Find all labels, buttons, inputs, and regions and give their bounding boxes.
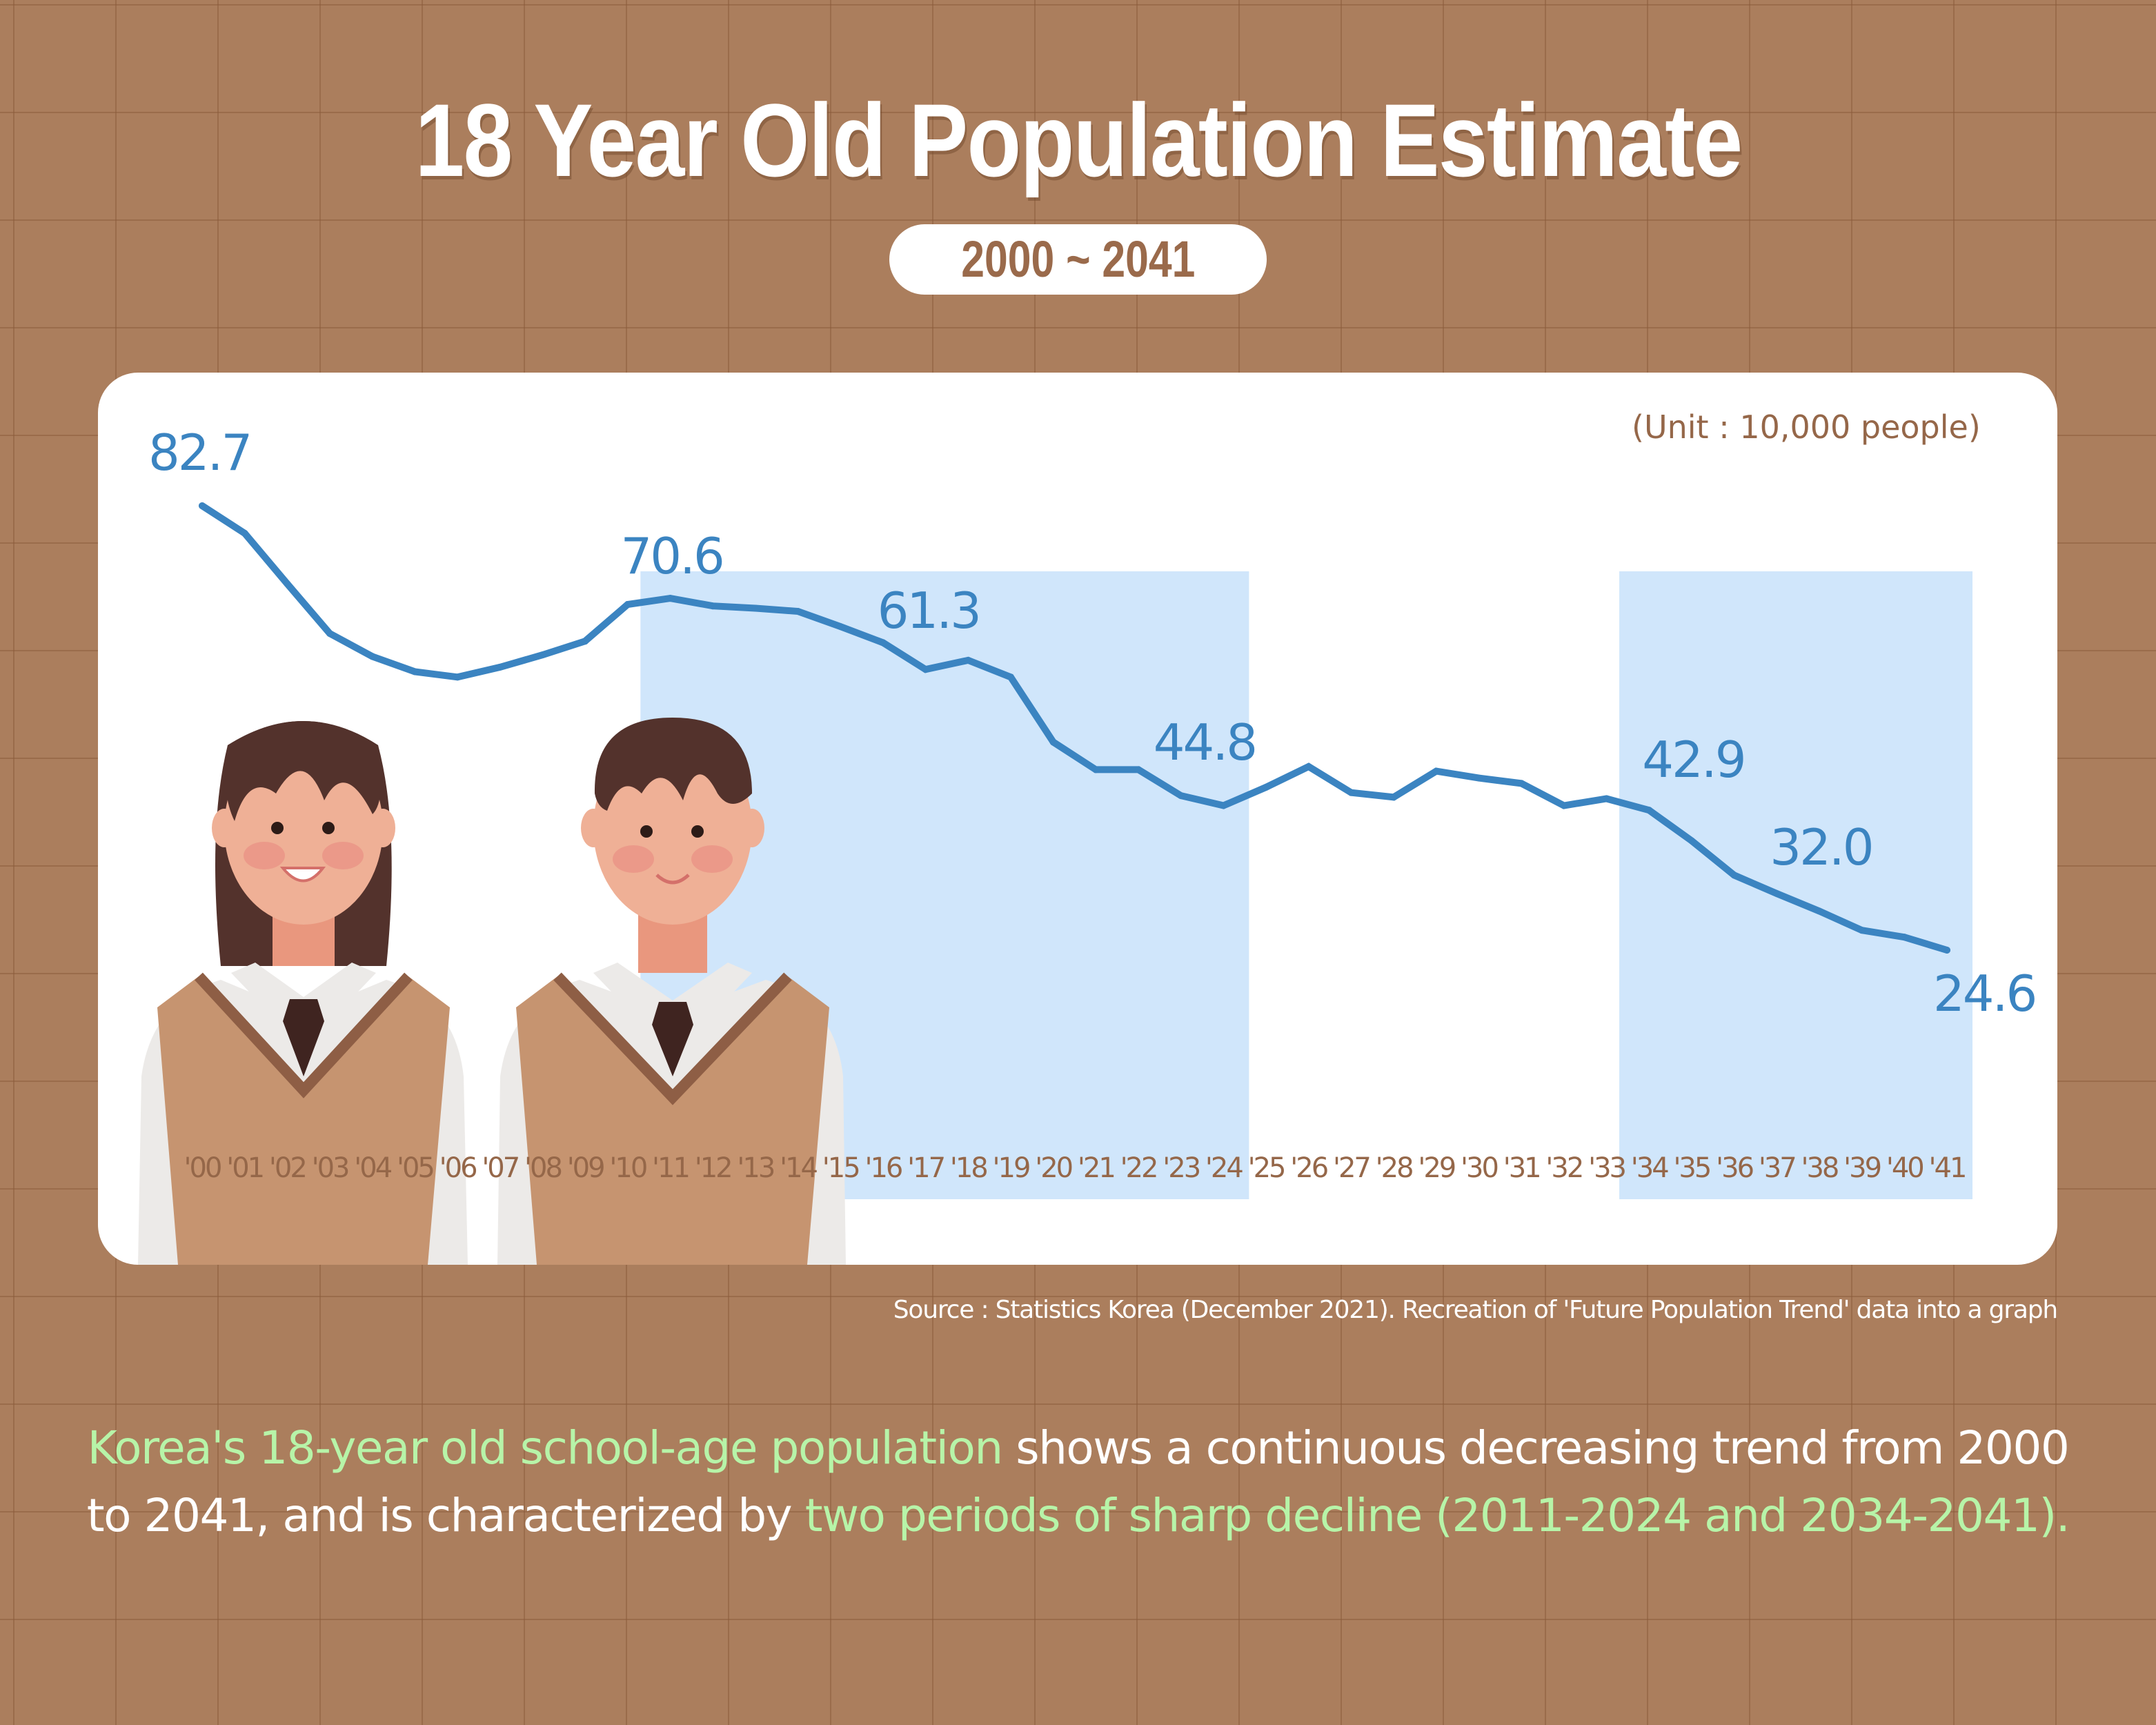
period-badge-text: 2000 ~ 2041 <box>960 230 1196 288</box>
description-highlight-1: Korea's 18-year old school-age populatio… <box>87 1421 1004 1475</box>
chart-card <box>98 373 2057 1265</box>
period-badge: 2000 ~ 2041 <box>889 224 1267 295</box>
description-text: Korea's 18-year old school-age populatio… <box>69 1414 2087 1550</box>
page-title: 18 Year Old Population Estimate <box>0 81 2156 199</box>
description-body: shows a continuous decreasing trend from… <box>86 1421 2070 1542</box>
source-note: Source : Statistics Korea (December 2021… <box>893 1296 2058 1324</box>
page-title-text: 18 Year Old Population Estimate <box>415 82 1743 198</box>
unit-label: (Unit : 10,000 people) <box>1632 408 1981 446</box>
description-highlight-2: two periods of sharp decline (2011-2024 … <box>804 1489 2070 1542</box>
